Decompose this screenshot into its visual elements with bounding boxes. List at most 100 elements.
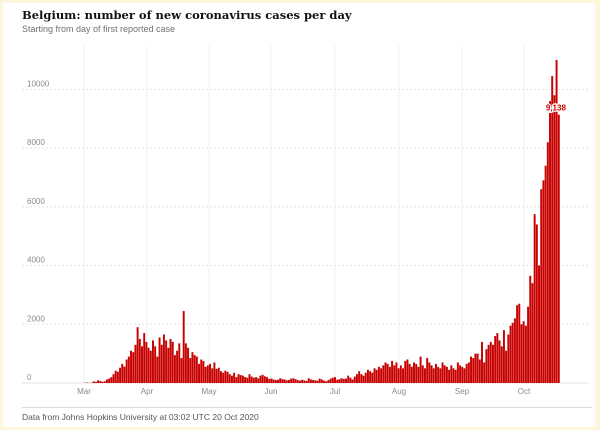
chart-subtitle: Starting from day of first reported case bbox=[22, 24, 176, 34]
bar bbox=[167, 347, 170, 383]
bar bbox=[498, 340, 501, 383]
x-tick-label: May bbox=[201, 387, 216, 396]
bar bbox=[463, 368, 466, 383]
bar bbox=[123, 366, 126, 383]
bar bbox=[441, 362, 444, 383]
bar bbox=[255, 377, 258, 383]
y-tick-label: 10000 bbox=[27, 79, 50, 88]
bar bbox=[393, 365, 396, 383]
y-tick-label: 2000 bbox=[27, 314, 45, 323]
bar bbox=[516, 305, 519, 383]
y-tick-label: 8000 bbox=[27, 138, 45, 147]
bar bbox=[127, 356, 130, 383]
bar bbox=[178, 343, 181, 383]
bar bbox=[445, 366, 448, 383]
bar bbox=[110, 377, 113, 383]
bar bbox=[103, 381, 106, 383]
bar bbox=[522, 321, 525, 383]
bar bbox=[152, 340, 154, 383]
bar bbox=[198, 363, 200, 383]
bar bbox=[557, 114, 560, 384]
bar bbox=[266, 377, 268, 383]
bar bbox=[281, 379, 284, 383]
bar bbox=[294, 379, 297, 383]
bar bbox=[105, 379, 108, 383]
bar bbox=[549, 101, 551, 384]
bar bbox=[388, 366, 391, 383]
bar bbox=[485, 349, 488, 383]
bar bbox=[323, 380, 326, 383]
bar bbox=[345, 378, 347, 383]
bar bbox=[215, 368, 218, 383]
bar bbox=[360, 374, 363, 383]
last-value-label: 9,138 bbox=[546, 104, 567, 113]
bar bbox=[492, 344, 494, 383]
bar bbox=[419, 356, 422, 383]
x-tick-label: Oct bbox=[518, 387, 531, 396]
bar bbox=[496, 333, 499, 383]
bar bbox=[351, 379, 354, 383]
bar bbox=[487, 344, 490, 383]
bar bbox=[413, 362, 415, 383]
bar bbox=[189, 358, 192, 383]
bar bbox=[200, 359, 203, 383]
bar bbox=[481, 341, 483, 383]
bar bbox=[303, 380, 306, 383]
bar bbox=[316, 380, 319, 383]
bar bbox=[369, 371, 372, 383]
bar bbox=[132, 352, 135, 383]
bar bbox=[235, 377, 238, 383]
bar bbox=[222, 372, 225, 383]
bar bbox=[112, 374, 115, 383]
bar bbox=[494, 336, 497, 383]
bar bbox=[318, 378, 321, 383]
bar bbox=[202, 360, 205, 383]
bar bbox=[349, 377, 352, 383]
bar bbox=[154, 346, 157, 383]
bar bbox=[158, 337, 161, 383]
x-tick-label: Mar bbox=[77, 387, 91, 396]
bar bbox=[434, 363, 437, 383]
bar bbox=[206, 365, 209, 383]
bar bbox=[472, 358, 475, 383]
top-edge bbox=[0, 0, 600, 3]
bar bbox=[224, 370, 227, 383]
bar bbox=[136, 327, 139, 383]
bar bbox=[373, 368, 376, 383]
bar bbox=[134, 344, 137, 383]
bar bbox=[141, 346, 143, 383]
bar bbox=[437, 366, 440, 383]
bar bbox=[250, 376, 253, 383]
bar bbox=[340, 378, 343, 383]
bar bbox=[356, 374, 358, 383]
bar bbox=[307, 378, 310, 383]
bar bbox=[209, 363, 211, 383]
bottom-edge bbox=[0, 427, 600, 430]
bar bbox=[483, 362, 486, 383]
bar bbox=[395, 362, 398, 383]
bar bbox=[397, 368, 400, 383]
source-note: Data from Johns Hopkins University at 03… bbox=[22, 412, 259, 422]
bar bbox=[296, 380, 299, 383]
bar bbox=[92, 381, 95, 383]
bar bbox=[312, 380, 315, 383]
bar bbox=[406, 359, 409, 383]
y-tick-label: 4000 bbox=[27, 256, 45, 265]
bar bbox=[237, 374, 240, 383]
bar bbox=[478, 359, 481, 383]
bar bbox=[538, 265, 540, 383]
bar bbox=[277, 379, 279, 383]
x-tick-label: Aug bbox=[392, 387, 406, 396]
bar bbox=[533, 214, 536, 383]
bar bbox=[305, 380, 308, 383]
bar bbox=[380, 368, 383, 383]
bar bbox=[94, 381, 97, 383]
bar bbox=[191, 352, 194, 383]
bar bbox=[424, 368, 426, 383]
bar bbox=[259, 375, 262, 383]
bar bbox=[220, 371, 222, 383]
bar bbox=[448, 369, 451, 383]
bar bbox=[428, 362, 431, 383]
bar bbox=[116, 371, 119, 383]
